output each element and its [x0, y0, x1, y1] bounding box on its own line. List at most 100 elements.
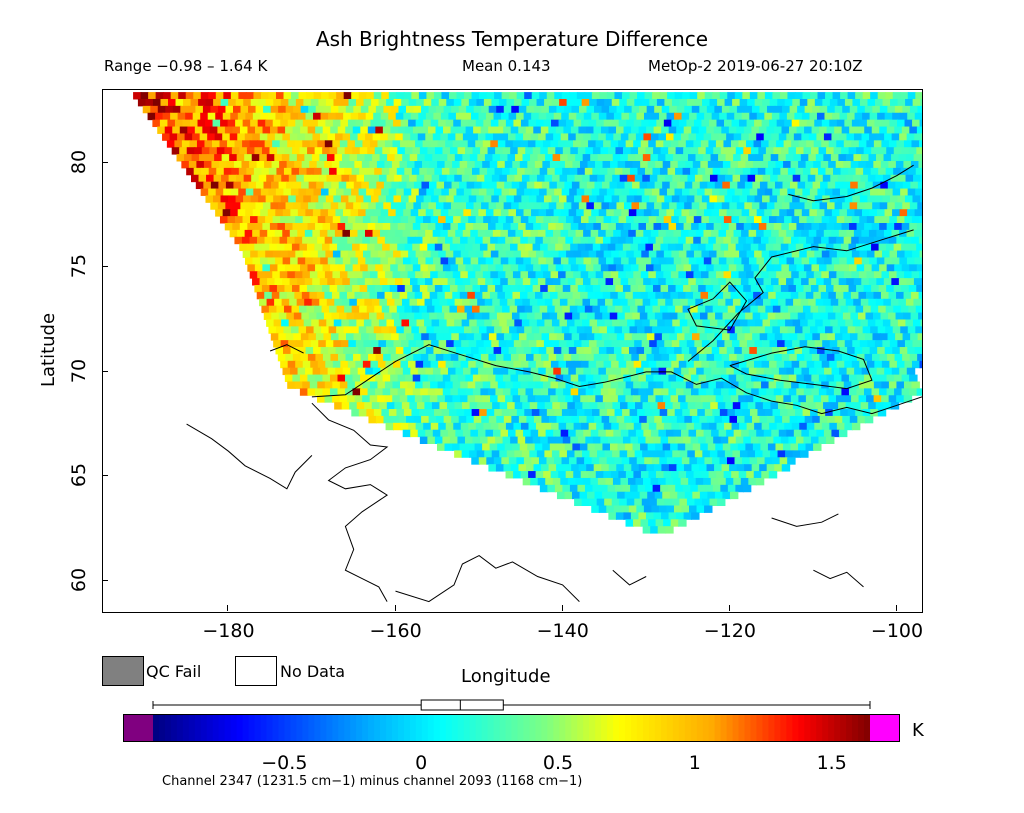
swath-pixel: [610, 291, 619, 300]
swath-pixel: [569, 305, 579, 314]
swath-pixel: [339, 271, 349, 279]
swath-pixel: [611, 422, 620, 431]
swath-pixel: [663, 422, 673, 431]
swath-pixel: [582, 319, 591, 327]
swath-pixel: [629, 188, 638, 196]
swath-pixel: [442, 388, 452, 396]
swath-pixel: [803, 388, 813, 396]
swath-pixel: [696, 367, 705, 376]
swath-pixel: [240, 202, 249, 210]
swath-pixel: [839, 112, 848, 121]
swath-pixel: [272, 250, 282, 258]
swath-pixel: [353, 333, 362, 341]
swath-pixel: [777, 319, 786, 327]
swath-pixel: [598, 278, 607, 286]
swath-pixel: [443, 333, 453, 341]
swath-pixel: [393, 98, 403, 107]
swath-pixel: [354, 291, 363, 300]
swath-pixel: [413, 181, 423, 190]
swath-pixel: [362, 360, 372, 369]
swath-pixel: [315, 264, 324, 272]
swath-pixel: [399, 291, 409, 300]
swath-pixel: [792, 98, 801, 107]
swath-pixel: [236, 174, 245, 183]
swath-pixel: [792, 174, 802, 183]
swath-pixel: [891, 367, 901, 376]
swath-pixel: [526, 415, 535, 424]
swath-pixel: [505, 140, 514, 148]
swath-pixel: [636, 505, 645, 513]
swath-pixel: [726, 367, 735, 376]
swath-pixel: [625, 519, 634, 527]
swath-pixel: [305, 257, 314, 265]
swath-pixel: [840, 305, 850, 314]
swath-pixel: [379, 174, 388, 183]
swath-pixel: [691, 512, 700, 520]
swath-pixel: [315, 202, 325, 210]
swath-pixel: [529, 450, 538, 458]
swath-pixel: [921, 278, 922, 286]
swath-pixel: [283, 92, 292, 100]
swath-pixel: [454, 154, 464, 162]
swath-pixel: [288, 174, 298, 183]
swath-pixel: [706, 202, 716, 210]
swath-pixel: [436, 105, 445, 114]
swath-pixel: [285, 202, 294, 210]
swath-pixel: [859, 250, 868, 258]
swath-pixel: [627, 154, 637, 162]
swath-pixel: [748, 367, 758, 376]
swath-pixel: [780, 167, 789, 176]
swath-pixel: [879, 374, 888, 382]
swath-pixel: [433, 326, 443, 334]
swath-pixel: [415, 140, 424, 148]
swath-pixel: [715, 140, 725, 148]
swath-pixel: [643, 429, 652, 438]
swath-pixel: [865, 291, 875, 300]
swath-pixel: [652, 409, 661, 417]
swath-pixel: [390, 223, 399, 231]
swath-pixel: [535, 119, 545, 128]
swath-pixel: [295, 119, 304, 128]
swath-pixel: [261, 147, 271, 155]
swath-pixel: [829, 119, 838, 128]
swath-pixel: [896, 291, 905, 300]
swath-pixel: [681, 209, 690, 217]
swath-pixel: [857, 415, 866, 424]
swath-pixel: [605, 477, 614, 486]
swath-pixel: [511, 105, 520, 114]
swath-pixel: [723, 236, 732, 245]
swath-pixel: [505, 360, 515, 369]
swath-pixel: [431, 195, 440, 203]
swath-pixel: [895, 181, 904, 190]
swath-pixel: [310, 340, 320, 348]
swath-pixel: [291, 243, 301, 252]
swath-pixel: [403, 326, 413, 334]
swath-pixel: [501, 92, 511, 100]
swath-pixel: [715, 443, 724, 451]
swath-pixel: [297, 133, 306, 141]
swath-pixel: [897, 195, 906, 203]
swath-pixel: [900, 326, 909, 334]
swath-pixel: [570, 285, 579, 293]
swath-pixel: [430, 271, 439, 279]
swath-pixel: [572, 395, 582, 403]
swath-pixel: [398, 333, 408, 341]
swath-pixel: [869, 133, 878, 141]
swath-pixel: [778, 154, 787, 162]
swath-pixel: [304, 154, 313, 162]
swath-pixel: [893, 243, 903, 252]
swath-pixel: [480, 388, 489, 396]
swath-pixel: [531, 457, 540, 465]
swath-pixel: [685, 271, 695, 279]
swath-pixel: [492, 133, 502, 141]
swath-pixel: [376, 160, 386, 169]
swath-pixel: [595, 291, 604, 300]
swath-pixel: [813, 395, 822, 403]
swath-pixel: [899, 209, 909, 217]
swath-pixel: [474, 443, 484, 451]
swath-pixel: [819, 415, 829, 424]
swath-pixel: [414, 395, 424, 403]
swath-pixel: [526, 464, 535, 472]
swath-pixel: [671, 360, 680, 369]
swath-pixel: [232, 105, 242, 114]
